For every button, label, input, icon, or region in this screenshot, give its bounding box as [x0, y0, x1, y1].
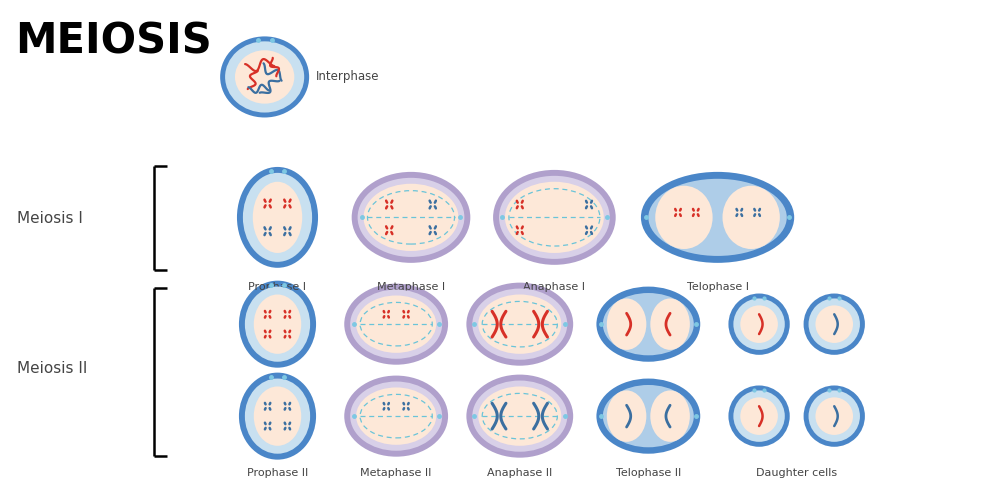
Text: Daughter cells: Daughter cells	[756, 468, 837, 477]
Text: Prophase I: Prophase I	[248, 282, 306, 292]
Ellipse shape	[478, 294, 561, 354]
Text: Telophase II: Telophase II	[616, 468, 681, 477]
Ellipse shape	[237, 167, 318, 268]
Text: MEIOSIS: MEIOSIS	[15, 20, 212, 62]
Ellipse shape	[466, 374, 573, 458]
Ellipse shape	[815, 398, 853, 435]
Ellipse shape	[344, 376, 448, 456]
Text: Metaphase I: Metaphase I	[377, 282, 445, 292]
Ellipse shape	[740, 398, 778, 435]
Text: Metaphase II: Metaphase II	[360, 468, 432, 477]
Ellipse shape	[243, 173, 312, 262]
Text: Telophase I: Telophase I	[687, 282, 749, 292]
Ellipse shape	[364, 184, 458, 251]
Ellipse shape	[254, 294, 301, 354]
Ellipse shape	[254, 386, 301, 446]
Ellipse shape	[655, 186, 713, 249]
Ellipse shape	[358, 178, 464, 257]
Text: Interphase: Interphase	[316, 70, 380, 84]
Ellipse shape	[607, 298, 646, 350]
Ellipse shape	[478, 386, 561, 446]
Ellipse shape	[239, 372, 316, 460]
Ellipse shape	[239, 280, 316, 368]
Ellipse shape	[245, 286, 310, 362]
Ellipse shape	[356, 296, 436, 353]
Ellipse shape	[245, 378, 310, 454]
Ellipse shape	[596, 286, 700, 362]
Ellipse shape	[733, 390, 785, 442]
Ellipse shape	[499, 176, 610, 259]
Ellipse shape	[472, 288, 567, 360]
Ellipse shape	[220, 36, 309, 117]
Text: Meiosis I: Meiosis I	[17, 211, 83, 226]
Ellipse shape	[815, 306, 853, 343]
Ellipse shape	[253, 182, 302, 253]
Ellipse shape	[804, 294, 865, 355]
Ellipse shape	[809, 390, 860, 442]
Ellipse shape	[344, 284, 448, 364]
Ellipse shape	[352, 172, 470, 263]
Text: Meiosis II: Meiosis II	[17, 361, 88, 376]
Ellipse shape	[235, 50, 294, 104]
Ellipse shape	[809, 298, 860, 350]
Ellipse shape	[350, 290, 442, 359]
Ellipse shape	[648, 179, 787, 256]
Ellipse shape	[607, 390, 646, 442]
Ellipse shape	[740, 306, 778, 343]
Text: Anaphase I: Anaphase I	[523, 282, 585, 292]
Ellipse shape	[466, 282, 573, 366]
Ellipse shape	[603, 293, 694, 356]
Ellipse shape	[356, 388, 436, 445]
Ellipse shape	[804, 386, 865, 447]
Text: Prophase II: Prophase II	[247, 468, 308, 477]
Ellipse shape	[650, 298, 690, 350]
Ellipse shape	[225, 42, 304, 113]
Text: Anaphase II: Anaphase II	[487, 468, 552, 477]
Ellipse shape	[603, 385, 694, 448]
Ellipse shape	[641, 172, 794, 263]
Ellipse shape	[505, 182, 604, 253]
Ellipse shape	[728, 294, 790, 355]
Ellipse shape	[733, 298, 785, 350]
Ellipse shape	[596, 378, 700, 454]
Ellipse shape	[493, 170, 616, 265]
Ellipse shape	[650, 390, 690, 442]
Ellipse shape	[728, 386, 790, 447]
Ellipse shape	[722, 186, 780, 249]
Ellipse shape	[350, 382, 442, 450]
Ellipse shape	[472, 380, 567, 452]
